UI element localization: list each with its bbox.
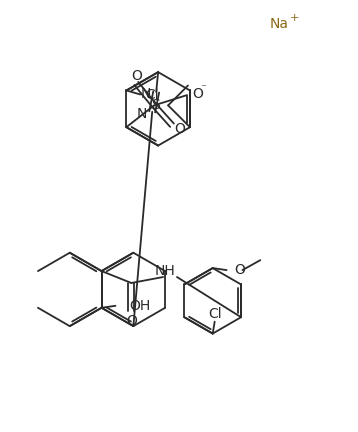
Text: NH: NH bbox=[155, 264, 175, 278]
Text: S: S bbox=[151, 98, 160, 112]
Text: Na: Na bbox=[269, 16, 288, 31]
Text: OH: OH bbox=[129, 299, 151, 313]
Text: N: N bbox=[137, 107, 147, 121]
Text: Cl: Cl bbox=[145, 89, 159, 102]
Text: O: O bbox=[234, 263, 245, 277]
Text: +: + bbox=[290, 13, 300, 22]
Text: Cl: Cl bbox=[208, 307, 222, 321]
Text: N: N bbox=[141, 87, 151, 101]
Text: O: O bbox=[192, 87, 203, 102]
Text: O: O bbox=[126, 314, 137, 328]
Text: ⁻: ⁻ bbox=[200, 83, 205, 93]
Text: O: O bbox=[131, 69, 142, 83]
Text: O: O bbox=[174, 122, 185, 136]
